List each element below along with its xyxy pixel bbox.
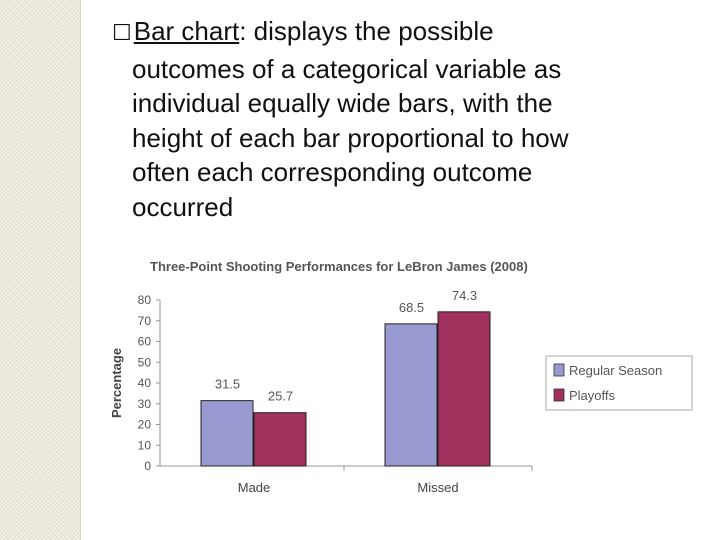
- y-tick-label: 20: [138, 418, 152, 432]
- bullet-line-1: ☐Bar chart: displays the possible: [112, 14, 702, 52]
- chart-title: Three-Point Shooting Performances for Le…: [150, 259, 528, 274]
- legend-label: Regular Season: [569, 363, 662, 378]
- bullet-line-3: individual equally wide bars, with the: [132, 88, 553, 118]
- y-tick-label: 0: [144, 459, 151, 473]
- y-tick-label: 10: [138, 438, 152, 452]
- data-label: 68.5: [399, 300, 424, 315]
- x-tick-label: Made: [238, 480, 271, 495]
- data-label: 31.5: [215, 377, 240, 392]
- legend-box: [545, 355, 693, 411]
- y-tick-label: 50: [138, 355, 152, 369]
- y-tick-label: 70: [138, 314, 152, 328]
- legend-swatch: [553, 363, 565, 377]
- y-tick-label: 40: [138, 376, 152, 390]
- bar-chart: Three-Point Shooting Performances for Le…: [109, 259, 693, 495]
- y-tick-label: 80: [138, 293, 152, 307]
- bullet-term: Bar chart: [133, 16, 240, 46]
- legend-swatch: [553, 388, 565, 402]
- x-tick-label: Missed: [417, 480, 458, 495]
- bar-made-0: [200, 400, 254, 467]
- bullet-line-4: height of each bar proportional to how: [132, 122, 569, 153]
- bullet-line-2: outcomes of a categorical variable as: [132, 53, 562, 84]
- bullet-box-icon: ☐: [112, 21, 132, 46]
- bar-missed-0: [384, 323, 438, 467]
- bar-made-1: [253, 412, 307, 467]
- bar-missed-1: [437, 311, 491, 467]
- bullet-line-5: often each corresponding outcome: [132, 157, 533, 187]
- y-tick-label: 60: [138, 335, 152, 349]
- slide-margin-strip: [0, 0, 81, 540]
- bullet-text: ☐Bar chart: displays the possible outcom…: [112, 14, 702, 224]
- bullet-line-text: : displays the possible: [239, 16, 494, 46]
- bullet-line-6: occurred: [132, 191, 234, 222]
- y-tick-label: 30: [138, 397, 152, 411]
- y-axis-label: Percentage: [109, 348, 124, 418]
- data-label: 25.7: [268, 389, 293, 404]
- legend-label: Playoffs: [569, 388, 616, 403]
- data-label: 74.3: [452, 288, 477, 303]
